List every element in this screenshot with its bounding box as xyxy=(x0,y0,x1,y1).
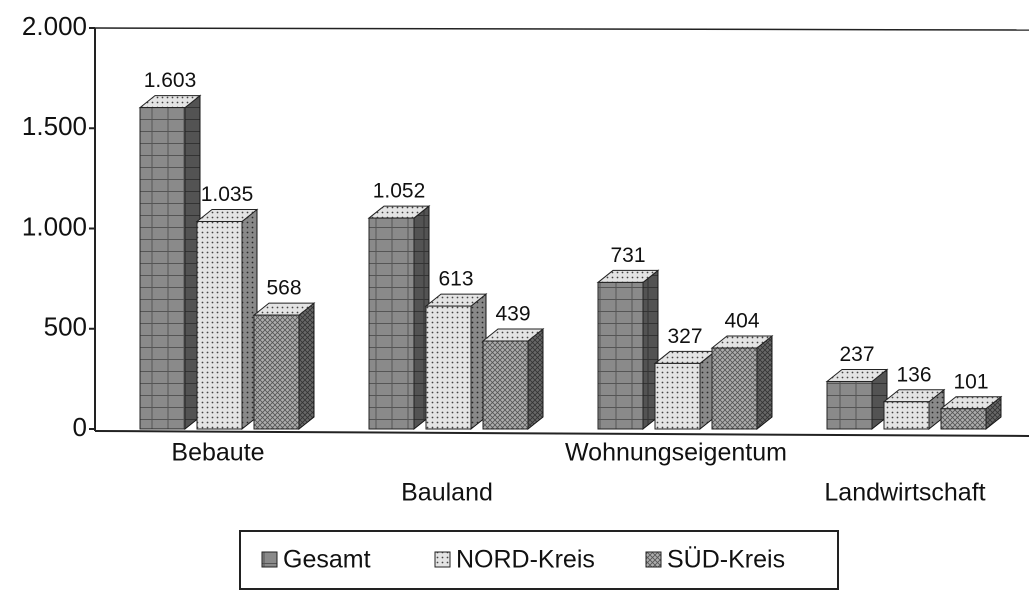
bar xyxy=(940,408,987,430)
x-tick-label: Landwirtschaft xyxy=(824,479,985,507)
value-label: 404 xyxy=(724,310,759,333)
bar xyxy=(139,107,186,430)
bar-side xyxy=(756,334,773,431)
bar xyxy=(597,281,644,430)
legend-swatch xyxy=(434,551,451,568)
bar-side xyxy=(527,327,544,431)
y-tick-label: 0 xyxy=(73,412,87,442)
x-tick-label: Bauland xyxy=(401,479,493,507)
value-label: 613 xyxy=(438,268,473,291)
bar xyxy=(253,314,300,430)
x-tick-label: Wohnungseigentum xyxy=(565,439,787,467)
bar xyxy=(425,305,472,430)
bar xyxy=(826,380,873,430)
x-axis xyxy=(94,430,1029,437)
value-label: 439 xyxy=(495,303,530,326)
legend-box xyxy=(239,530,839,590)
bar xyxy=(711,347,758,430)
value-label: 327 xyxy=(667,325,702,348)
y-tick-label: 2.000 xyxy=(22,11,87,41)
value-label: 101 xyxy=(953,370,988,393)
value-label: 1.035 xyxy=(201,183,254,206)
value-label: 568 xyxy=(266,277,301,300)
y-tick-label: 1.500 xyxy=(22,111,87,141)
legend-label: Gesamt xyxy=(283,546,371,574)
value-label: 237 xyxy=(839,343,874,366)
legend-swatch xyxy=(645,551,662,568)
plot-frame-top xyxy=(94,27,1029,31)
legend-label: SÜD-Kreis xyxy=(667,546,785,574)
y-tick-label: 500 xyxy=(44,312,87,342)
bar xyxy=(196,220,243,430)
x-tick-label: Bebaute xyxy=(171,439,264,467)
value-label: 1.052 xyxy=(373,180,426,203)
legend-swatch xyxy=(261,551,278,568)
value-label: 136 xyxy=(896,363,931,386)
bar-side xyxy=(298,302,315,431)
bar xyxy=(654,362,701,430)
bar xyxy=(368,217,415,430)
bar xyxy=(482,340,529,430)
value-label: 731 xyxy=(610,244,645,267)
bar xyxy=(883,401,930,430)
legend-label: NORD-Kreis xyxy=(456,546,595,574)
value-label: 1.603 xyxy=(144,69,197,92)
y-tick-label: 1.000 xyxy=(22,211,87,241)
